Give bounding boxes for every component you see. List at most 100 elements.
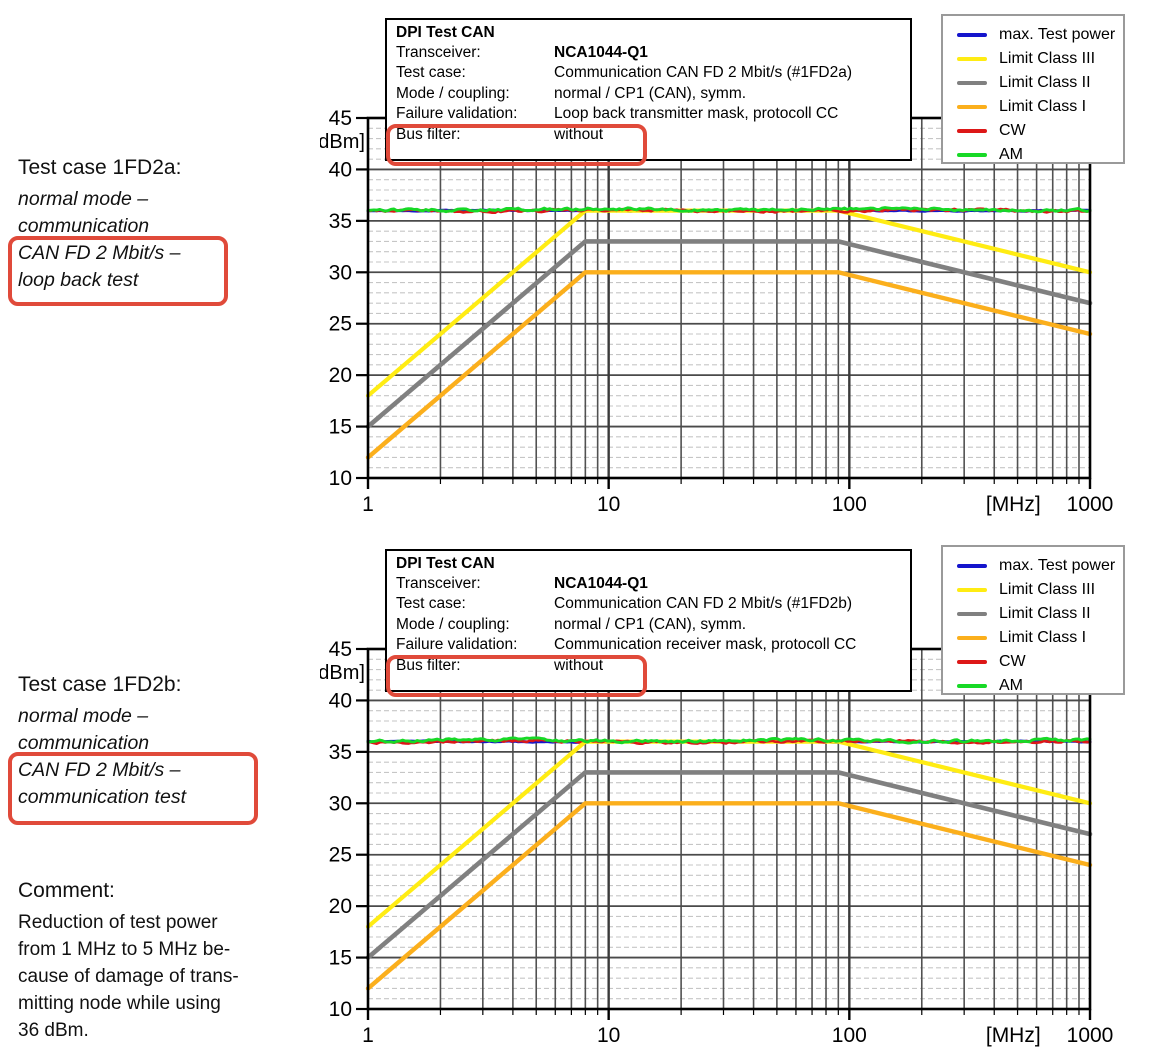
svg-text:[MHz]: [MHz] bbox=[986, 493, 1041, 516]
test-case-a-block: Test case 1FD2a: normal mode – communicat… bbox=[18, 155, 328, 294]
comment-line: 36 dBm. bbox=[18, 1020, 89, 1041]
legend-swatch-icon bbox=[957, 129, 987, 133]
legend-swatch-icon bbox=[957, 564, 987, 568]
svg-text:30: 30 bbox=[329, 261, 352, 284]
svg-text:1: 1 bbox=[362, 1024, 374, 1047]
info-row-value: NCA1044-Q1 bbox=[554, 44, 648, 61]
svg-text:15: 15 bbox=[329, 947, 352, 970]
test-case-b-title: Test case 1FD2b: bbox=[18, 673, 182, 696]
legend-label: max. Test power bbox=[999, 26, 1116, 43]
test-case-b-block: Test case 1FD2b: normal mode – communicat… bbox=[18, 672, 328, 811]
legend-item: max. Test power bbox=[957, 23, 1123, 47]
info-row-bus-filter: Bus filter: without bbox=[396, 125, 910, 145]
svg-text:40: 40 bbox=[329, 158, 352, 181]
svg-text:15: 15 bbox=[329, 416, 352, 439]
svg-text:10: 10 bbox=[329, 467, 352, 490]
info-row-label: Failure validation: bbox=[396, 105, 518, 123]
legend-1fd2b: max. Test power Limit Class III Limit Clas… bbox=[941, 545, 1125, 695]
info-row: Test case: Communication CAN FD 2 Mbit/s … bbox=[396, 594, 910, 614]
comment-line: mitting node while using bbox=[18, 993, 221, 1014]
svg-text:1000: 1000 bbox=[1067, 493, 1114, 516]
svg-text:10: 10 bbox=[597, 1024, 620, 1047]
comment-block: Comment: Reduction of test power from 1 M… bbox=[18, 878, 328, 1044]
info-row-value: Loop back transmitter mask, protocoll CC bbox=[554, 105, 839, 123]
legend-label: Limit Class II bbox=[999, 605, 1091, 622]
legend-label: Limit Class III bbox=[999, 581, 1096, 598]
svg-text:25: 25 bbox=[329, 313, 352, 336]
dpi-chart-1fd2a: 10 15 20 25 30 35 40 45[dBm] 1 10 100 1000 [MHz] bbox=[320, 107, 1114, 516]
test-case-line: communication test bbox=[18, 786, 186, 808]
legend-label: AM bbox=[999, 146, 1023, 163]
info-row-value: Communication CAN FD 2 Mbit/s (#1FD2b) bbox=[554, 595, 853, 613]
test-case-line: normal mode – bbox=[18, 188, 149, 210]
legend-swatch-icon bbox=[957, 636, 987, 640]
info-row-value: without bbox=[554, 125, 604, 143]
svg-text:100: 100 bbox=[832, 1024, 867, 1047]
legend-item: Limit Class I bbox=[957, 95, 1123, 119]
info-row-label: Failure validation: bbox=[396, 636, 518, 654]
info-row: Transceiver: NCA1044-Q1 bbox=[396, 574, 910, 594]
legend-swatch-icon bbox=[957, 612, 987, 616]
test-case-line: communication bbox=[18, 732, 150, 754]
svg-text:45: 45 bbox=[329, 638, 352, 661]
test-case-a-title: Test case 1FD2a: bbox=[18, 156, 182, 179]
info-row: Failure validation: Communication receive… bbox=[396, 635, 910, 655]
info-row-label: Bus filter: bbox=[396, 125, 461, 143]
legend-item: CW bbox=[957, 119, 1123, 143]
legend-swatch-icon bbox=[957, 153, 987, 157]
svg-text:35: 35 bbox=[329, 741, 352, 764]
info-row-value: normal / CP1 (CAN), symm. bbox=[554, 615, 747, 633]
legend-label: Limit Class III bbox=[999, 50, 1096, 67]
info-row-label: Transceiver: bbox=[396, 44, 481, 61]
legend-swatch-icon bbox=[957, 588, 987, 592]
info-row-label: Mode / coupling: bbox=[396, 84, 510, 102]
legend-swatch-icon bbox=[957, 57, 987, 61]
legend-item: max. Test power bbox=[957, 554, 1123, 578]
info-row-value: Communication CAN FD 2 Mbit/s (#1FD2a) bbox=[554, 64, 853, 82]
info-row: Mode / coupling: normal / CP1 (CAN), symm… bbox=[396, 615, 910, 635]
legend-swatch-icon bbox=[957, 33, 987, 37]
svg-text:45: 45 bbox=[329, 107, 352, 130]
legend-label: Limit Class I bbox=[999, 98, 1087, 115]
dpi-chart-1fd2b: 10 15 20 25 30 35 40 45[dBm] 1 10 100 1000 [MHz] bbox=[320, 638, 1113, 1047]
svg-text:20: 20 bbox=[329, 895, 352, 918]
info-box-1fd2a: DPI Test CAN Transceiver: NCA1044-Q1 Test … bbox=[385, 18, 912, 161]
svg-text:100: 100 bbox=[832, 493, 867, 516]
legend-label: Limit Class II bbox=[999, 74, 1091, 91]
info-row-bus-filter: Bus filter: without bbox=[396, 656, 910, 676]
info-row: Transceiver: NCA1044-Q1 bbox=[396, 43, 910, 63]
svg-text:[dBm]: [dBm] bbox=[320, 662, 365, 684]
test-case-line: normal mode – bbox=[18, 705, 149, 727]
info-box-title: DPI Test CAN bbox=[396, 555, 495, 572]
comment-line: from 1 MHz to 5 MHz be- bbox=[18, 939, 231, 960]
legend-item: AM bbox=[957, 674, 1123, 698]
legend-swatch-icon bbox=[957, 81, 987, 85]
svg-text:1: 1 bbox=[362, 493, 374, 516]
legend-swatch-icon bbox=[957, 660, 987, 664]
info-row-label: Test case: bbox=[396, 64, 466, 82]
comment-line: Reduction of test power bbox=[18, 912, 218, 933]
legend-swatch-icon bbox=[957, 105, 987, 109]
comment-lines: Reduction of test power from 1 MHz to 5 M… bbox=[18, 909, 328, 1044]
info-row: Mode / coupling: normal / CP1 (CAN), symm… bbox=[396, 84, 910, 104]
legend-label: max. Test power bbox=[999, 557, 1116, 574]
test-case-line: CAN FD 2 Mbit/s – bbox=[18, 759, 181, 781]
svg-text:35: 35 bbox=[329, 210, 352, 233]
info-row-label: Test case: bbox=[396, 595, 466, 613]
svg-text:10: 10 bbox=[329, 998, 352, 1021]
test-case-line: loop back test bbox=[18, 269, 139, 291]
legend-item: Limit Class II bbox=[957, 71, 1123, 95]
legend-1fd2a: max. Test power Limit Class III Limit Clas… bbox=[941, 14, 1125, 164]
svg-text:[MHz]: [MHz] bbox=[986, 1024, 1041, 1047]
legend-item: AM bbox=[957, 143, 1123, 167]
legend-item: CW bbox=[957, 650, 1123, 674]
svg-text:25: 25 bbox=[329, 844, 352, 867]
legend-item: Limit Class I bbox=[957, 626, 1123, 650]
legend-item: Limit Class III bbox=[957, 47, 1123, 71]
svg-text:[dBm]: [dBm] bbox=[320, 131, 365, 153]
svg-text:20: 20 bbox=[329, 364, 352, 387]
svg-text:30: 30 bbox=[329, 792, 352, 815]
info-row-value: NCA1044-Q1 bbox=[554, 575, 648, 592]
legend-item: Limit Class III bbox=[957, 578, 1123, 602]
legend-label: AM bbox=[999, 677, 1023, 694]
